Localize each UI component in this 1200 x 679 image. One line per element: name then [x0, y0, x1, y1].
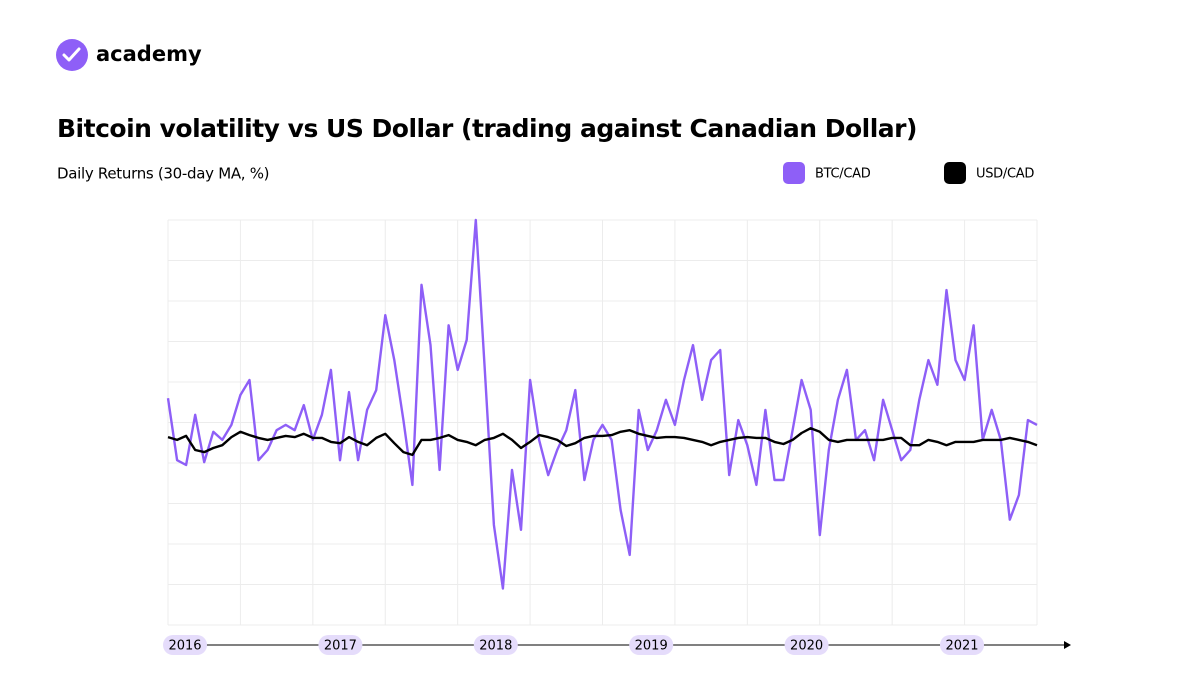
x-tick-label: 2021 [945, 639, 978, 654]
logo: academy [56, 39, 202, 71]
grid [167, 219, 1038, 626]
series-line [167, 427, 1038, 457]
series-line [166, 218, 1038, 590]
x-tick-label: 2018 [479, 639, 512, 654]
x-tick-label: 2017 [324, 639, 357, 654]
x-label-pill [784, 635, 829, 655]
logo-check [62, 47, 81, 62]
y-axis-label: Daily Returns (30-day MA, %) [57, 165, 269, 183]
x-tick-label: 2020 [790, 639, 823, 654]
brand: academy [96, 42, 202, 66]
x-tick-label: 2016 [168, 639, 201, 654]
x-label-pill [473, 635, 518, 655]
legend-swatch [944, 162, 966, 184]
legend-label: USD/CAD [976, 167, 1034, 182]
x-label-pill [318, 635, 363, 655]
plot [166, 218, 1038, 590]
chart-title: Bitcoin volatility vs US Dollar (trading… [57, 114, 917, 143]
legend: BTC/CAD USD/CAD [783, 162, 1035, 184]
legend-label: BTC/CAD [815, 167, 871, 182]
x-axis-arrowhead [1064, 641, 1071, 649]
x-label-pill [163, 635, 207, 655]
x-tick-label: 2019 [635, 639, 668, 654]
x-axis-labels: 2016 2017 2018 2019 2020 2021 [163, 635, 984, 655]
x-label-pill [940, 635, 984, 655]
x-label-pill [629, 635, 674, 655]
legend-swatch [783, 162, 805, 184]
